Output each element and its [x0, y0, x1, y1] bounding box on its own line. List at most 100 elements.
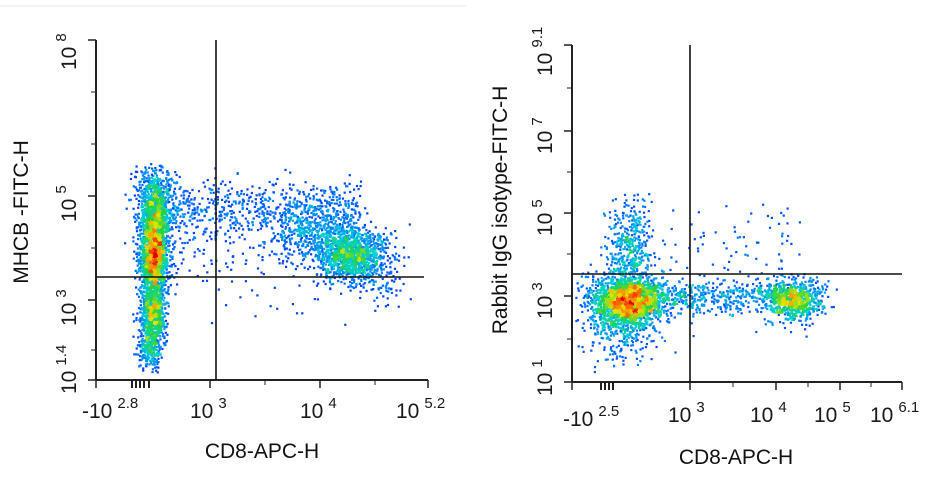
event-dot	[145, 276, 148, 279]
event-dot	[165, 213, 169, 216]
event-dot	[158, 348, 161, 351]
event-dot	[140, 266, 143, 269]
event-dot	[395, 258, 398, 261]
event-dot	[341, 266, 344, 269]
event-dot	[144, 278, 147, 281]
event-dot	[172, 190, 176, 193]
event-dot	[147, 323, 150, 326]
event-dot	[158, 213, 161, 216]
event-dot	[159, 345, 162, 348]
event-dot	[137, 253, 141, 256]
event-dot	[152, 356, 155, 359]
event-dot	[148, 261, 152, 264]
event-dot	[346, 264, 349, 268]
event-dot	[379, 254, 382, 257]
event-dot	[143, 198, 146, 201]
event-dot	[158, 216, 161, 219]
event-dot	[167, 198, 170, 201]
event-dot	[152, 298, 155, 301]
event-dot	[164, 196, 167, 199]
event-dot	[357, 255, 360, 258]
event-dot	[143, 176, 146, 179]
event-dot	[352, 243, 355, 246]
event-dot	[357, 242, 360, 245]
event-dot	[363, 277, 366, 280]
event-dot	[146, 202, 149, 206]
event-dot	[171, 274, 174, 277]
event-dot	[135, 317, 138, 320]
event-dot	[140, 265, 143, 268]
event-dot	[146, 294, 150, 297]
event-dot	[167, 208, 170, 211]
event-dot	[364, 240, 367, 243]
event-dot	[337, 266, 340, 269]
event-dot	[157, 297, 161, 300]
event-dot	[157, 320, 161, 323]
event-dot	[145, 365, 148, 368]
event-dot	[133, 353, 136, 356]
event-dot	[330, 244, 333, 247]
event-dot	[142, 239, 146, 242]
event-dot	[146, 290, 149, 293]
event-dot	[368, 273, 371, 276]
event-dot	[166, 261, 169, 264]
event-dot	[145, 339, 148, 342]
event-dot	[174, 171, 177, 174]
event-dot	[366, 231, 370, 234]
event-dot	[160, 166, 163, 169]
event-dot	[152, 355, 155, 358]
event-dot	[340, 246, 343, 249]
event-dot	[325, 274, 328, 278]
event-dot	[150, 181, 154, 184]
event-dot	[154, 254, 157, 257]
event-dot	[137, 238, 140, 241]
event-dot	[169, 221, 172, 224]
event-dot	[165, 268, 168, 271]
event-dot	[179, 237, 182, 240]
event-dot	[134, 213, 137, 216]
event-dot	[346, 261, 349, 264]
event-dot	[154, 190, 157, 193]
event-dot	[149, 312, 153, 315]
event-dot	[305, 236, 308, 239]
event-dot	[351, 262, 354, 265]
event-dot	[152, 286, 155, 289]
event-dot	[139, 247, 142, 250]
event-dot	[361, 254, 364, 257]
event-dot	[152, 220, 155, 223]
event-dot	[151, 218, 154, 222]
event-dot	[157, 331, 160, 334]
event-dot	[157, 316, 160, 319]
event-dot	[145, 314, 148, 317]
event-dot	[366, 235, 369, 238]
event-dot	[159, 298, 162, 301]
event-dot	[145, 294, 148, 297]
event-dot	[354, 266, 357, 270]
event-dot	[134, 242, 138, 245]
event-dot	[162, 267, 165, 270]
event-dot	[372, 250, 375, 253]
event-dot	[354, 248, 357, 251]
event-dot	[370, 260, 373, 263]
event-dot	[348, 267, 351, 270]
event-dot	[328, 235, 332, 239]
event-dot	[393, 258, 396, 261]
event-dot	[147, 219, 150, 222]
event-dot	[151, 186, 154, 189]
event-dot	[342, 271, 345, 274]
event-dot	[150, 337, 153, 340]
event-dot	[166, 322, 169, 325]
event-dot	[166, 244, 170, 248]
event-dot	[337, 255, 340, 258]
event-dot	[363, 241, 366, 244]
event-dot	[138, 359, 141, 362]
event-dot	[157, 191, 160, 194]
event-dot	[137, 295, 141, 298]
event-dot	[143, 256, 146, 259]
event-dot	[141, 292, 144, 295]
event-dot	[164, 225, 167, 228]
event-dot	[153, 252, 156, 256]
event-dot	[172, 218, 175, 221]
event-dot	[149, 218, 152, 221]
event-dot	[373, 271, 376, 274]
